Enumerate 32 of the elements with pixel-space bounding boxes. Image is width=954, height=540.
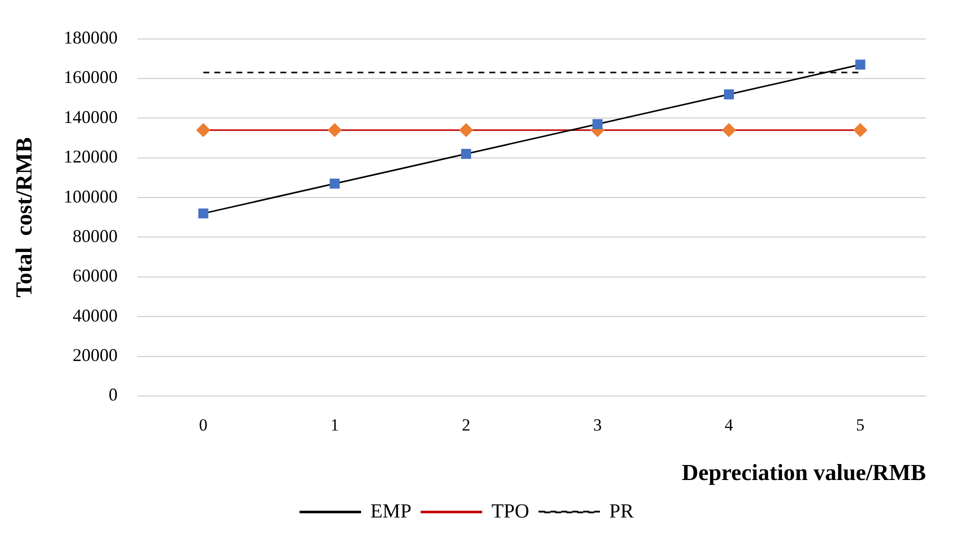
x-tick-label: 0 — [199, 416, 208, 435]
y-tick-label: 0 — [108, 384, 118, 405]
legend-label: EMP — [370, 500, 412, 522]
x-tick-label: 5 — [856, 416, 865, 435]
x-tick-label: 1 — [330, 416, 339, 435]
point — [461, 148, 472, 159]
x-axis-title: Depreciation value/RMB — [682, 460, 926, 486]
point — [328, 123, 342, 137]
point — [196, 123, 210, 137]
y-tick-label: 60000 — [72, 266, 118, 286]
x-tick-label: 4 — [724, 416, 734, 435]
y-tick-label: 100000 — [64, 186, 118, 206]
legend-label: PR — [609, 500, 634, 522]
y-tick-label: 80000 — [72, 226, 118, 246]
point — [592, 119, 602, 130]
y-tick-label: 40000 — [72, 305, 118, 326]
point — [855, 60, 866, 70]
point — [854, 123, 868, 137]
y-tick-label: 180000 — [64, 28, 118, 48]
point — [198, 208, 208, 218]
legend-label: TPO — [491, 500, 530, 522]
y-tick-label: 140000 — [64, 106, 118, 127]
y-tick-label: 160000 — [64, 67, 118, 88]
y-axis-title: Total cost/RMB — [12, 137, 37, 298]
point — [724, 89, 734, 100]
x-tick-label: 3 — [593, 416, 602, 435]
point — [722, 123, 736, 137]
point — [330, 178, 340, 189]
y-tick-label: 20000 — [72, 345, 118, 366]
x-tick-label: 2 — [462, 416, 470, 435]
y-tick-label: 120000 — [64, 146, 118, 167]
point — [459, 123, 473, 137]
